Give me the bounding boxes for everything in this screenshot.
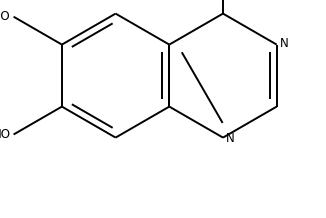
Text: N: N bbox=[226, 132, 235, 145]
Text: MeO: MeO bbox=[0, 10, 10, 23]
Text: N: N bbox=[280, 37, 289, 50]
Text: HO: HO bbox=[0, 128, 10, 141]
